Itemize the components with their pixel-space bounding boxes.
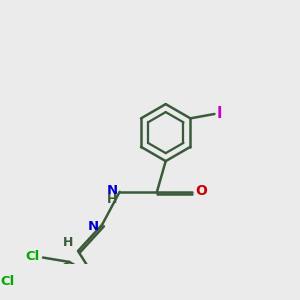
Text: O: O — [196, 184, 207, 198]
Text: H: H — [63, 236, 74, 249]
Text: N: N — [106, 184, 118, 197]
Text: Cl: Cl — [1, 275, 15, 288]
Text: Cl: Cl — [25, 250, 40, 263]
Text: I: I — [217, 106, 222, 122]
Text: N: N — [88, 220, 99, 233]
Text: H: H — [107, 193, 118, 206]
